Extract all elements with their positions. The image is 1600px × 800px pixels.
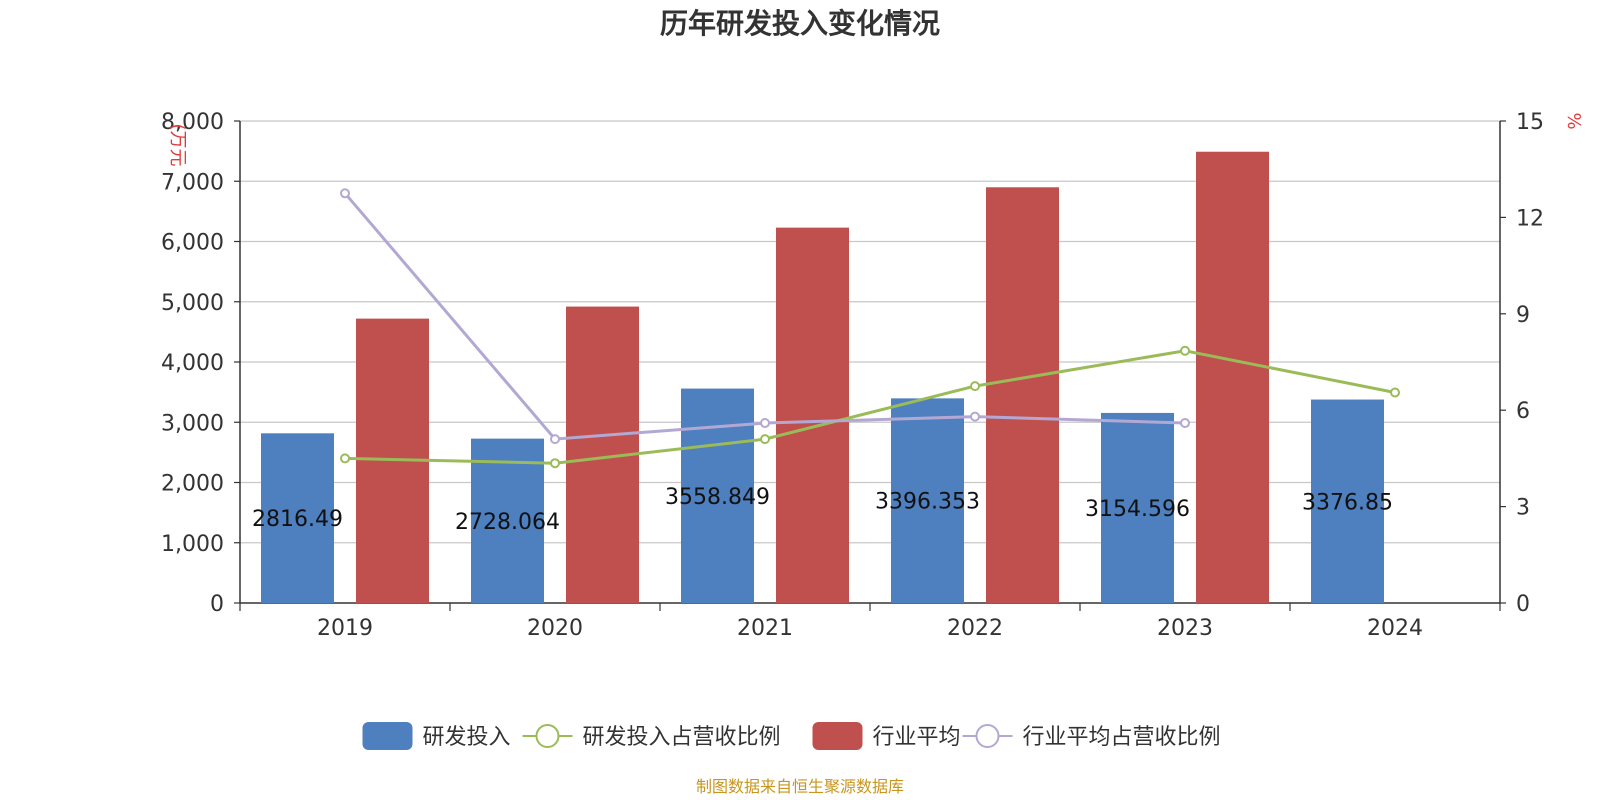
left-axis-tick-label: 8,000 — [161, 110, 224, 135]
bar-data-label: 3558.849 — [665, 485, 770, 510]
right-axis-tick-label: 15 — [1516, 110, 1544, 135]
x-axis-tick-label: 2019 — [317, 616, 373, 641]
right-axis-tick-label: 3 — [1516, 496, 1530, 521]
x-axis-tick-label: 2022 — [947, 616, 1003, 641]
right-axis-tick-label: 6 — [1516, 399, 1530, 424]
data-labels: 2816.49 2728.064 3558.849 3396.353 3154.596 3… — [252, 485, 1393, 535]
left-axis-tick-label: 0 — [210, 592, 224, 617]
legend-swatch-industry-average — [812, 722, 863, 750]
legend-label-industry-ratio: 行业平均占营收比例 — [1023, 725, 1221, 750]
right-axis-unit: % — [1563, 112, 1584, 129]
legend-swatch-marker-rd-ratio — [535, 724, 560, 748]
x-axis-tick-label: 2024 — [1367, 616, 1423, 641]
legend-item-rd-ratio[interactable]: 研发投入占营收比例 — [522, 724, 781, 750]
bar-industry-average — [1196, 151, 1269, 604]
left-axis-tick-label: 5,000 — [161, 291, 224, 316]
bar-data-label: 3376.85 — [1302, 490, 1393, 515]
line-rd-ratio — [344, 349, 1396, 465]
left-axis-unit: (万元 — [167, 123, 188, 166]
bar-rd-investment — [891, 398, 964, 603]
point-rd-ratio — [1180, 345, 1190, 356]
right-axis-tick-label: 12 — [1516, 206, 1544, 231]
right-axis-tick-label: 9 — [1516, 303, 1530, 328]
grid — [240, 120, 1500, 544]
legend-label-rd-ratio: 研发投入占营收比例 — [583, 725, 781, 750]
right-axis-tick-label: 0 — [1516, 592, 1530, 617]
bar-data-label: 3154.596 — [1085, 497, 1190, 522]
x-axis-tick-label: 2020 — [527, 616, 583, 641]
source-note: 制图数据来自恒生聚源数据库 — [696, 777, 904, 796]
bar-rd-investment — [1101, 412, 1174, 603]
point-industry-ratio — [340, 188, 350, 199]
x-axis-tick-label: 2023 — [1157, 616, 1213, 641]
legend-label-industry-average: 行业平均 — [873, 725, 961, 750]
chart-title: 历年研发投入变化情况 — [660, 7, 940, 40]
left-axis-tick-label: 4,000 — [161, 351, 224, 376]
lines — [340, 188, 1400, 469]
legend-swatch-rd-investment — [362, 722, 413, 750]
legend-swatch-marker-industry-ratio — [975, 724, 1000, 748]
point-industry-ratio — [760, 418, 770, 429]
x-axis-tick-label: 2021 — [737, 616, 793, 641]
legend-item-industry-ratio[interactable]: 行业平均占营收比例 — [962, 724, 1221, 750]
left-axis-tick-label: 3,000 — [161, 411, 224, 436]
legend-label-rd-investment: 研发投入 — [423, 725, 511, 750]
bar-data-label: 2816.49 — [252, 507, 343, 532]
legend-item-rd-investment[interactable]: 研发投入 — [362, 722, 511, 750]
point-rd-ratio — [1390, 387, 1400, 398]
point-rd-ratio — [760, 434, 770, 445]
legend-item-industry-average[interactable]: 行业平均 — [812, 722, 961, 750]
bar-rd-investment — [471, 438, 544, 603]
bar-industry-average — [986, 187, 1059, 603]
point-rd-ratio — [550, 458, 560, 469]
bars — [261, 151, 1384, 604]
bar-industry-average — [776, 227, 849, 603]
bar-data-label: 3396.353 — [875, 490, 980, 515]
bar-data-label: 2728.064 — [455, 510, 560, 535]
point-rd-ratio — [340, 453, 350, 464]
point-industry-ratio — [550, 434, 560, 445]
bar-rd-investment — [261, 433, 334, 603]
legend[interactable]: 研发投入 研发投入占营收比例 行业平均 行业平均占营收比例 — [362, 722, 1221, 750]
left-axis-tick-label: 2,000 — [161, 472, 224, 497]
point-industry-ratio — [970, 411, 980, 422]
bar-rd-investment — [1311, 399, 1384, 603]
axes: 0 1,000 2,000 3,000 4,000 5,000 6,000 7,000 8,00… — [161, 110, 1584, 641]
point-rd-ratio — [970, 381, 980, 392]
left-axis-tick-label: 6,000 — [161, 231, 224, 256]
left-axis-tick-label: 7,000 — [161, 170, 224, 195]
left-axis-tick-label: 1,000 — [161, 532, 224, 557]
point-industry-ratio — [1180, 418, 1190, 429]
